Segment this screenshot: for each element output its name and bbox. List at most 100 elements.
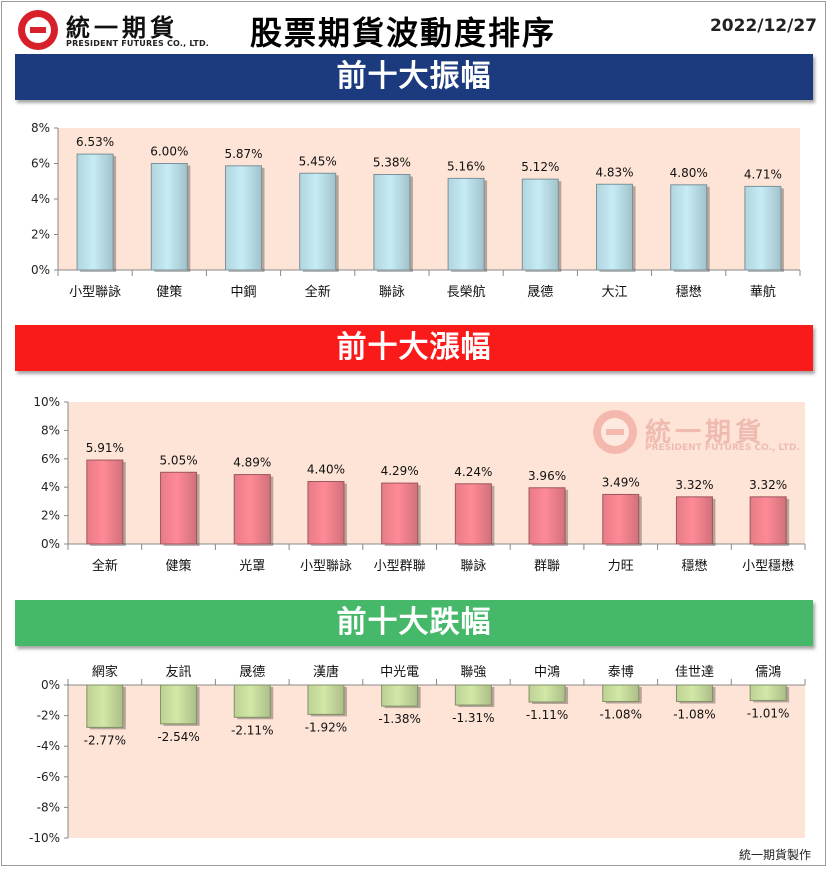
brand-logo: 統一期貨 PRESIDENT FUTURES CO., LTD. (18, 8, 218, 52)
data-label: -2.11% (231, 723, 273, 737)
bar (602, 493, 640, 545)
page-title: 股票期貨波動度排序 (250, 14, 557, 52)
bar (160, 471, 198, 545)
bar (225, 165, 262, 271)
bar (675, 684, 713, 703)
y-tick-label: 8% (31, 121, 50, 135)
bar (528, 487, 566, 545)
data-label: -1.38% (378, 712, 420, 726)
y-tick-label: 10% (33, 395, 60, 409)
category-label: 聯詠 (460, 558, 486, 574)
category-label: 小型聯詠 (69, 284, 121, 300)
category-label: 大江 (601, 285, 627, 300)
data-label: -1.11% (526, 708, 568, 722)
bar (602, 684, 640, 703)
data-label: 4.29% (381, 464, 419, 478)
bar (670, 184, 708, 271)
bar (233, 474, 271, 545)
category-label: 中光電 (380, 665, 419, 680)
y-tick-label: 4% (41, 480, 60, 494)
bar (521, 178, 559, 271)
data-label: 4.83% (595, 165, 633, 179)
data-label: -2.54% (157, 730, 199, 744)
data-label: 3.96% (528, 469, 566, 483)
amplitude-banner: 前十大振幅 (15, 54, 813, 100)
category-label: 小型群聯 (374, 559, 426, 574)
loss-chart: 0% -2% -4% -6% -8% -10% -2.77% 網家 -2.54% 友訊 -2.11%… (29, 664, 806, 845)
bar (150, 163, 188, 271)
brand-english-name: PRESIDENT FUTURES CO., LTD. (66, 39, 210, 48)
category-label: 穩懋 (681, 558, 707, 574)
bar (381, 482, 419, 545)
y-tick-label: 0% (31, 263, 50, 277)
category-label: 群聯 (534, 559, 560, 574)
data-label: 4.40% (307, 463, 345, 477)
bar (76, 153, 114, 271)
data-label: -1.01% (747, 706, 789, 720)
category-label: 全新 (92, 558, 118, 574)
bar (233, 684, 271, 718)
data-label: -1.08% (673, 708, 715, 722)
data-label: 4.89% (233, 456, 271, 470)
y-tick-label: 6% (41, 452, 60, 466)
data-label: 5.16% (447, 159, 485, 173)
bar (675, 496, 713, 545)
category-label: 聯強 (460, 665, 486, 680)
category-label: 晟德 (527, 285, 553, 300)
data-label: -1.08% (600, 708, 642, 722)
data-label: 3.49% (602, 475, 640, 489)
category-label: 光罩 (239, 559, 265, 574)
bar (596, 183, 633, 271)
y-tick-label: 4% (31, 192, 50, 206)
y-tick-label: 6% (31, 157, 50, 171)
data-label: 5.05% (159, 453, 197, 467)
bar (160, 684, 198, 725)
data-label: 5.12% (521, 160, 559, 174)
category-label: 網家 (92, 664, 118, 680)
category-label: 晟德 (239, 665, 265, 680)
y-tick-label: -4% (37, 739, 60, 753)
data-label: 5.45% (299, 154, 337, 168)
category-label: 友訊 (166, 664, 192, 680)
y-tick-label: -8% (37, 800, 60, 814)
bar (454, 684, 492, 706)
data-label: 3.32% (749, 478, 787, 492)
gain-chart: 0% 2% 4% 6% 8% 10% 5.91% 全新 5.05% 健策 4.89% 光罩 4.40% 小… (33, 395, 806, 574)
category-label: 小型穩懋 (742, 558, 794, 574)
bar (86, 684, 124, 728)
y-tick-label: -2% (37, 709, 60, 723)
y-tick-label: 0% (41, 678, 60, 692)
brand-name: 統一期貨 (66, 14, 178, 42)
category-label: 健策 (166, 558, 192, 574)
category-label: 小型聯詠 (300, 558, 352, 574)
bar (307, 481, 345, 545)
bar (749, 684, 787, 701)
bar (86, 459, 124, 545)
y-tick-label: 8% (41, 423, 60, 437)
bar (528, 684, 566, 703)
category-label: 聯詠 (379, 284, 405, 300)
bar (454, 483, 492, 545)
category-label: 健策 (156, 284, 182, 300)
bar (381, 684, 419, 707)
report-date: 2022/12/27 (709, 16, 817, 36)
category-label: 漢唐 (313, 664, 339, 680)
category-label: 中鋼 (230, 285, 256, 300)
category-label: 穩懋 (676, 284, 702, 300)
bar (749, 496, 787, 545)
data-label: 5.91% (86, 441, 124, 455)
data-label: 4.80% (670, 166, 708, 180)
data-label: -1.31% (452, 711, 494, 725)
category-label: 長榮航 (447, 284, 486, 300)
bar (373, 174, 411, 271)
category-label: 全新 (305, 284, 331, 300)
footer-credit: 統一期貨製作 (738, 848, 811, 862)
data-label: 6.00% (150, 145, 188, 159)
data-label: -1.92% (305, 720, 347, 734)
bar (307, 684, 345, 715)
y-tick-label: -6% (37, 770, 60, 784)
y-tick-label: 2% (31, 228, 50, 242)
category-label: 中鴻 (534, 665, 560, 680)
y-tick-label: 0% (41, 537, 60, 551)
